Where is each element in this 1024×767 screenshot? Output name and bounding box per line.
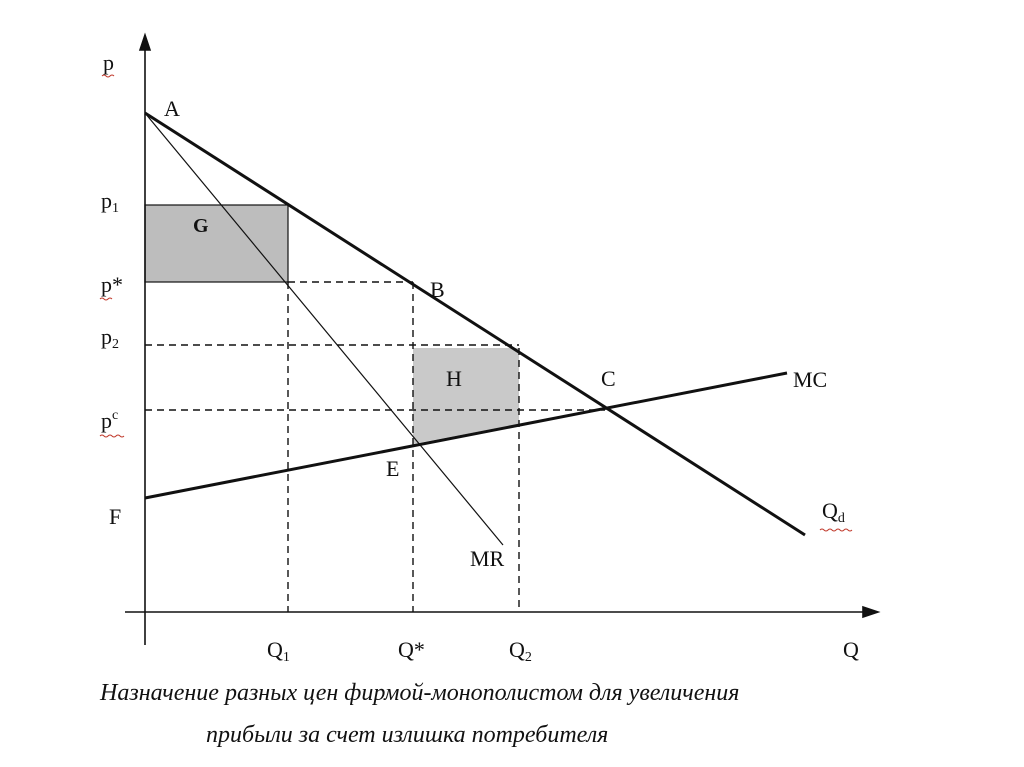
point-label-e: E [386, 456, 399, 481]
curve-label-mr: MR [470, 546, 505, 571]
spell-underline-icon [819, 528, 853, 532]
point-label-a: A [164, 96, 180, 121]
x-axis-arrow-icon [862, 605, 881, 619]
spell-underline-icon [99, 297, 113, 301]
price-label-pc: pc [101, 408, 118, 433]
price-label-p2: p2 [101, 324, 119, 352]
quantity-label-q-star: Q* [398, 637, 425, 662]
caption-line-2: прибыли за счет излишка потребителя [206, 722, 609, 748]
dashed-guides [145, 281, 605, 612]
area-g [144, 204, 289, 283]
axes [125, 32, 881, 645]
point-label-c: C [601, 366, 616, 391]
demand-curve [144, 111, 806, 537]
quantity-label-q1: Q1 [267, 637, 290, 665]
curve-label-mc: MC [793, 367, 827, 392]
area-h [413, 348, 519, 444]
point-label-f: F [109, 504, 121, 529]
y-axis-label: p [103, 50, 114, 75]
point-label-b: B [430, 277, 445, 302]
price-label-p1: p1 [101, 188, 119, 216]
mc-curve [144, 371, 788, 500]
spell-underline-icon [99, 434, 125, 438]
caption-line-1: Назначение разных цен фирмой-монополисто… [100, 680, 740, 706]
area-label-h: H [446, 366, 462, 391]
price-discrimination-diagram: p Q p1 p* p2 pc Q1 Q* Q2 A B C E F MC MR… [99, 32, 881, 665]
y-axis-arrow-icon [138, 32, 152, 51]
price-label-p-star: p* [101, 272, 123, 297]
mr-curve [144, 112, 504, 546]
quantity-label-q2: Q2 [509, 637, 532, 665]
x-axis-label: Q [843, 637, 859, 662]
area-label-g: G [193, 215, 209, 237]
spell-underline-icon [101, 74, 115, 78]
curve-label-qd: Qd [822, 498, 845, 526]
